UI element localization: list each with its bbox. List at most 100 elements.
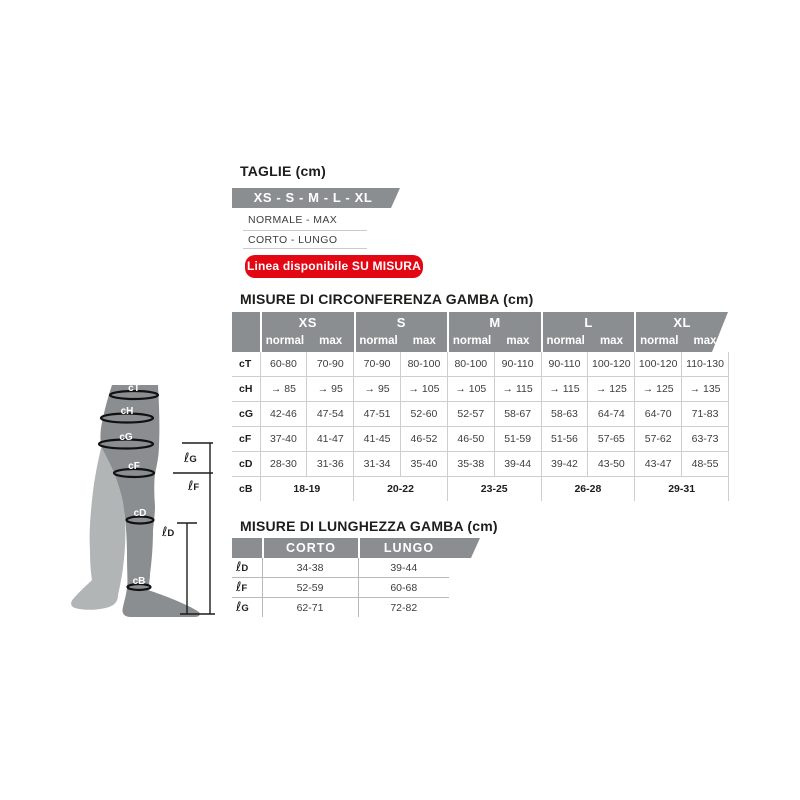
length-table: ℓD 34-38 39-44 ℓF 52-59 60-68 ℓG 62-71 7… [232,558,449,617]
table-cell: 80-100 [400,352,448,377]
row-label: ℓG [232,598,262,618]
measurement-lines [173,442,215,615]
table-cell: 70-90 [306,352,355,377]
table-cell: 39-44 [493,451,542,477]
ell-letter: F [241,583,248,594]
sizes-bar: XS - S - M - L - XL [232,188,400,208]
table-cell: 34-38 [261,558,358,578]
front-leg-shape [100,385,200,617]
band-ct [108,389,160,401]
size-label: S [396,315,406,330]
table-row-cb: cB 18-19 20-22 23-25 26-28 29-31 [232,476,729,501]
table-cell: 57-65 [587,426,636,452]
column-lungo: LUNGO [358,538,458,558]
table-cell: 62-71 [261,597,358,617]
circumference-table: cT 60-80 70-90 70-90 80-100 80-100 90-11… [232,352,729,501]
table-cell: 37-40 [259,426,308,452]
table-cell: → 105 [446,376,495,402]
row-label: cT [232,352,261,377]
circumference-section-title: MISURE DI CIRCONFERENZA GAMBA (cm) [240,291,534,307]
size-label: XL [673,315,691,330]
table-cell: 57-62 [634,426,683,452]
table-cell-merged: 23-25 [446,476,542,501]
size-label: M [489,315,501,330]
ell-glyph: ℓ [187,479,193,494]
table-cell: 48-55 [681,451,729,477]
row-label: cD [232,451,261,477]
subheader-normal: normal [359,335,398,347]
band-cd [125,515,155,525]
ell-glyph: ℓ [183,451,189,466]
subheader-normal: normal [640,335,679,347]
table-cell: 64-74 [587,401,636,427]
table-cell-merged: 26-28 [540,476,636,501]
table-row-cg: cG 42-46 47-54 47-51 52-60 52-57 58-67 5… [232,401,729,427]
table-cell: → 85 [259,376,308,402]
table-cell: 63-73 [681,426,729,452]
table-cell: 43-50 [587,451,636,477]
table-cell: 31-36 [306,451,355,477]
table-cell: 80-100 [446,352,495,377]
subheader-max: max [693,335,717,347]
length-label-ld: ℓD [161,525,174,540]
table-cell: 43-47 [634,451,683,477]
ell-glyph: ℓ [236,560,242,575]
header-spacer [232,312,260,352]
size-group-m: M normal max [447,312,541,352]
table-cell: 70-90 [353,352,402,377]
table-cell: 28-30 [259,451,308,477]
length-table-header: CORTO LUNGO [232,538,480,558]
row-label: ℓF [232,577,262,598]
subheader-normal: normal [265,335,305,347]
sizes-section-title: TAGLIE (cm) [240,163,326,179]
subheader-max: max [412,335,436,347]
table-cell: → 105 [400,376,448,402]
table-cell: → 115 [540,376,589,402]
table-cell: 90-110 [493,352,542,377]
column-corto: CORTO [262,538,358,558]
row-label: cF [232,426,261,452]
table-row-ch: cH → 85 → 95 → 95 → 105 → 105 → 115 → 11… [232,376,729,402]
table-cell-merged: 20-22 [353,476,448,501]
ell-letter: G [189,454,196,465]
table-cell: → 115 [493,376,542,402]
table-cell: 42-46 [259,401,308,427]
table-cell: 100-120 [587,352,636,377]
table-cell: 100-120 [634,352,683,377]
table-cell: 52-57 [446,401,495,427]
table-cell: 60-80 [259,352,308,377]
ell-letter: F [193,482,199,493]
subheader-normal: normal [452,335,492,347]
band-label-ch: cH [121,406,134,417]
subheader-normal: normal [546,335,585,347]
divider [243,248,367,249]
table-cell: 51-56 [540,426,589,452]
circumference-table-header: XS normal max S normal max M normal max … [232,312,728,352]
size-label: L [584,315,593,330]
table-cell: 39-44 [357,558,449,578]
header-filler [458,538,480,558]
table-row-ct: cT 60-80 70-90 70-90 80-100 80-100 90-11… [232,352,729,377]
variant-normale-max: NORMALE - MAX [248,214,338,226]
table-cell: 51-59 [493,426,542,452]
table-cell: → 125 [634,376,683,402]
table-cell-merged: 18-19 [259,476,355,501]
table-cell: → 125 [587,376,636,402]
size-group-s: S normal max [354,312,448,352]
table-cell: 31-34 [353,451,402,477]
table-cell: 41-47 [306,426,355,452]
length-label-lg: ℓG [183,451,197,466]
band-label-cd: cD [134,508,147,519]
size-label: XS [298,315,317,330]
ell-letter: D [241,563,249,574]
table-cell: → 95 [306,376,355,402]
table-row-lg: ℓG 62-71 72-82 [232,597,449,618]
table-cell: 72-82 [357,597,449,617]
band-ch [99,412,155,424]
row-label: cH [232,376,261,402]
table-cell: → 135 [681,376,729,402]
table-cell: 64-70 [634,401,683,427]
table-cell: 35-38 [446,451,495,477]
row-label: cB [232,476,261,501]
